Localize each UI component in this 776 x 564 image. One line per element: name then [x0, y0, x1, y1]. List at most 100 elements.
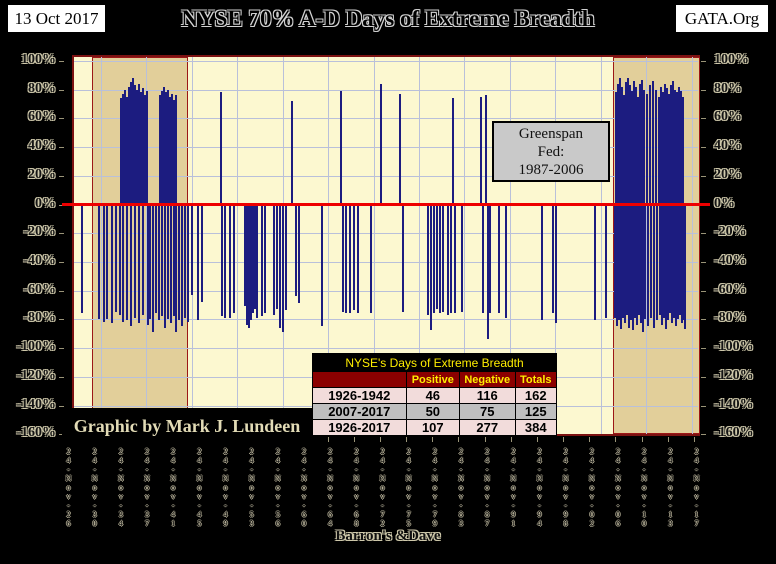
- y-axis-label-right: -120%: [714, 367, 754, 383]
- breadth-bar-down: [256, 205, 258, 318]
- y-axis-tick: [59, 204, 64, 206]
- gridline-v: [601, 57, 602, 434]
- breadth-bar-down: [402, 205, 404, 312]
- breadth-bar-down: [461, 205, 463, 312]
- y-axis-label-left: -80%: [23, 310, 56, 326]
- y-axis-tick: [701, 89, 706, 91]
- breadth-bar-up: [631, 91, 633, 205]
- org-box: GATA.Org: [676, 5, 768, 32]
- breadth-bar-down: [552, 205, 554, 314]
- col-header-totals: Totals: [514, 371, 557, 388]
- gridline-h: [74, 261, 698, 263]
- y-axis-tick: [59, 348, 64, 350]
- breadth-bar-down: [276, 205, 278, 309]
- y-axis-tick: [701, 290, 706, 292]
- breadth-bar-up: [643, 89, 645, 205]
- breadth-bar-down: [644, 205, 646, 319]
- breadth-bar-down: [667, 205, 669, 321]
- breadth-bar-down: [184, 205, 186, 318]
- breadth-bar-up: [220, 92, 222, 205]
- breadth-bar-down: [640, 205, 642, 324]
- gridline-v: [464, 57, 465, 434]
- breadth-bar-up: [122, 93, 124, 205]
- breadth-bar-down: [158, 205, 160, 321]
- row-positive: 50: [405, 403, 461, 420]
- y-axis-tick: [701, 261, 706, 263]
- breadth-bar-down: [349, 205, 351, 314]
- breadth-bar-up: [130, 82, 132, 205]
- x-axis-label: 24-Nov-17: [691, 447, 701, 528]
- y-axis-tick: [59, 60, 64, 62]
- row-negative: 116: [459, 387, 516, 404]
- org-text: GATA.Org: [684, 8, 760, 28]
- breadth-bar-down: [614, 205, 616, 318]
- breadth-bar-down: [669, 205, 671, 314]
- greenspan-line3: 1987-2006: [518, 161, 584, 178]
- breadth-bar-up: [120, 98, 122, 205]
- x-axis-label: 24-Nov-83: [456, 447, 466, 528]
- y-axis-label-right: -80%: [714, 310, 747, 326]
- breadth-bar-down: [622, 205, 624, 318]
- row-negative: 75: [459, 403, 516, 420]
- breadth-bar-up: [163, 86, 165, 205]
- x-axis-tick: [353, 437, 355, 442]
- y-axis-label-left: -100%: [16, 339, 56, 355]
- breadth-stats-table: NYSE's Days of Extreme Breadth Positive …: [312, 353, 557, 436]
- y-axis-label-right: -20%: [714, 224, 747, 240]
- x-axis-label: 24-Nov-56: [273, 447, 283, 528]
- breadth-bar-down: [321, 205, 323, 327]
- credit-box: Graphic by Mark J. Lundeen: [62, 408, 312, 444]
- gridline-h: [74, 60, 698, 62]
- table-row: 2007-2017 50 75 125: [312, 403, 557, 420]
- y-axis-tick: [59, 175, 64, 177]
- x-axis-label: 24-Nov-64: [325, 447, 335, 528]
- y-axis-label-left: -140%: [16, 396, 56, 412]
- x-axis-label: 24-Nov-53: [247, 447, 257, 528]
- y-axis-tick: [59, 147, 64, 149]
- y-axis-label-left: 80%: [28, 80, 56, 96]
- breadth-bar-up: [124, 89, 126, 205]
- breadth-bar-down: [138, 205, 140, 324]
- x-axis-tick: [458, 437, 460, 442]
- gridline-h: [74, 175, 698, 177]
- breadth-bar-up: [621, 86, 623, 205]
- breadth-bar-down: [244, 205, 246, 307]
- y-axis-label-left: 60%: [28, 109, 56, 125]
- breadth-bar-down: [175, 205, 177, 332]
- gridline-h: [74, 118, 698, 120]
- breadth-bar-down: [638, 205, 640, 315]
- x-axis-label: 24-Nov-26: [64, 447, 73, 528]
- y-axis-tick: [59, 405, 64, 407]
- breadth-bar-down: [427, 205, 429, 315]
- y-axis-label-left: 40%: [28, 138, 56, 154]
- breadth-bar-down: [505, 205, 507, 318]
- y-axis-label-left: 0%: [35, 195, 56, 211]
- breadth-bar-up: [678, 86, 680, 205]
- gridline-v: [237, 57, 238, 434]
- breadth-bar-down: [115, 205, 117, 312]
- breadth-bar-up: [126, 96, 128, 205]
- x-axis-tick: [432, 437, 434, 442]
- breadth-bar-down: [254, 205, 256, 309]
- breadth-bar-up: [652, 80, 654, 205]
- breadth-bar-up: [660, 86, 662, 205]
- breadth-bar-up: [623, 95, 625, 205]
- breadth-bar-down: [430, 205, 432, 331]
- row-positive: 46: [405, 387, 461, 404]
- breadth-bar-down: [233, 205, 235, 314]
- breadth-bar-up: [380, 83, 382, 205]
- y-axis-label-right: 0%: [714, 195, 735, 211]
- gridline-v: [419, 57, 420, 434]
- row-label: 1926-2017: [312, 419, 407, 436]
- y-axis-label-right: -40%: [714, 252, 747, 268]
- breadth-bar-down: [647, 205, 649, 327]
- x-axis-label: 24-Nov-41: [168, 447, 178, 528]
- x-axis-tick: [693, 437, 695, 442]
- breadth-bar-down: [152, 205, 154, 332]
- row-negative: 277: [459, 419, 516, 436]
- gridline-h: [74, 147, 698, 149]
- gridline-v: [328, 57, 329, 434]
- breadth-bar-up: [165, 92, 167, 205]
- y-axis-tick: [701, 405, 706, 407]
